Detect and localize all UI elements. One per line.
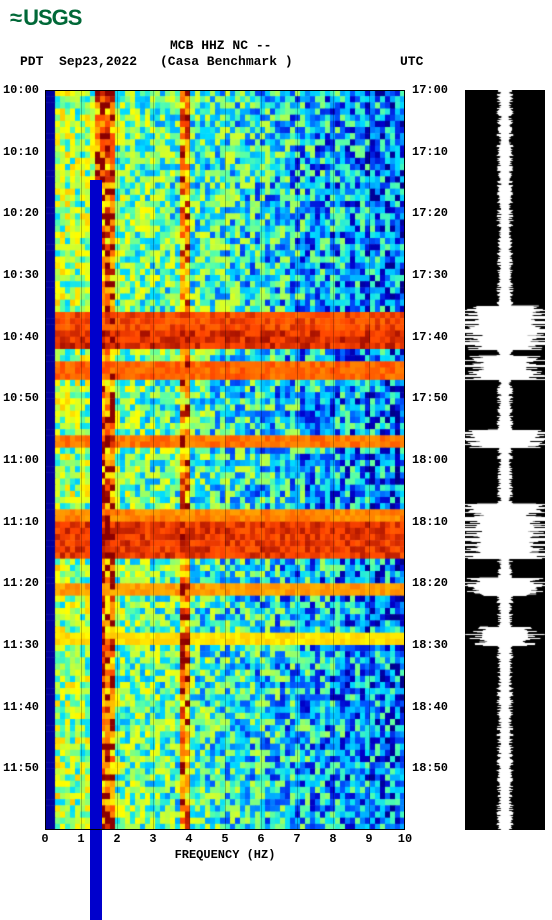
logo-text: USGS xyxy=(23,5,81,30)
x-tick-label: 7 xyxy=(287,832,307,846)
right-tick-label: 18:30 xyxy=(412,639,457,651)
left-tick-label: 10:50 xyxy=(0,392,39,404)
right-tick-label: 17:00 xyxy=(412,84,457,96)
left-tick-label: 10:00 xyxy=(0,84,39,96)
left-tick-label: 10:10 xyxy=(0,146,39,158)
right-tick-label: 17:10 xyxy=(412,146,457,158)
right-tick-label: 17:40 xyxy=(412,331,457,343)
spectrogram-plot xyxy=(45,90,405,830)
x-tick-label: 3 xyxy=(143,832,163,846)
x-tick-label: 9 xyxy=(359,832,379,846)
left-tick-label: 11:40 xyxy=(0,701,39,713)
x-tick-label: 2 xyxy=(107,832,127,846)
right-tick-label: 18:20 xyxy=(412,577,457,589)
tz-left-date: PDT Sep23,2022 xyxy=(20,54,137,69)
waveform-canvas xyxy=(465,90,545,830)
left-tick-label: 10:20 xyxy=(0,207,39,219)
x-tick-label: 10 xyxy=(395,832,415,846)
left-tick-label: 11:20 xyxy=(0,577,39,589)
right-tick-label: 18:50 xyxy=(412,762,457,774)
x-tick-label: 4 xyxy=(179,832,199,846)
x-tick-label: 6 xyxy=(251,832,271,846)
tz-right: UTC xyxy=(400,54,423,69)
station-line: MCB HHZ NC -- xyxy=(170,38,271,53)
station-name: (Casa Benchmark ) xyxy=(160,54,293,69)
left-tick-label: 11:00 xyxy=(0,454,39,466)
x-tick-label: 5 xyxy=(215,832,235,846)
usgs-logo: ≈USGS xyxy=(10,5,81,31)
tz-left: PDT xyxy=(20,54,43,69)
waveform-panel xyxy=(465,90,545,830)
left-tick-label: 10:40 xyxy=(0,331,39,343)
frequency-axis-label: FREQUENCY (HZ) xyxy=(45,848,405,862)
right-tick-label: 17:50 xyxy=(412,392,457,404)
right-tick-label: 18:10 xyxy=(412,516,457,528)
left-tick-label: 11:10 xyxy=(0,516,39,528)
right-tick-label: 17:30 xyxy=(412,269,457,281)
x-tick-label: 8 xyxy=(323,832,343,846)
left-tick-label: 11:50 xyxy=(0,762,39,774)
x-tick-label: 1 xyxy=(71,832,91,846)
left-tick-label: 10:30 xyxy=(0,269,39,281)
date: Sep23,2022 xyxy=(59,54,137,69)
right-tick-label: 18:40 xyxy=(412,701,457,713)
right-tick-label: 17:20 xyxy=(412,207,457,219)
logo-wave-icon: ≈ xyxy=(10,5,21,30)
x-tick-label: 0 xyxy=(35,832,55,846)
left-tick-label: 11:30 xyxy=(0,639,39,651)
right-tick-label: 18:00 xyxy=(412,454,457,466)
